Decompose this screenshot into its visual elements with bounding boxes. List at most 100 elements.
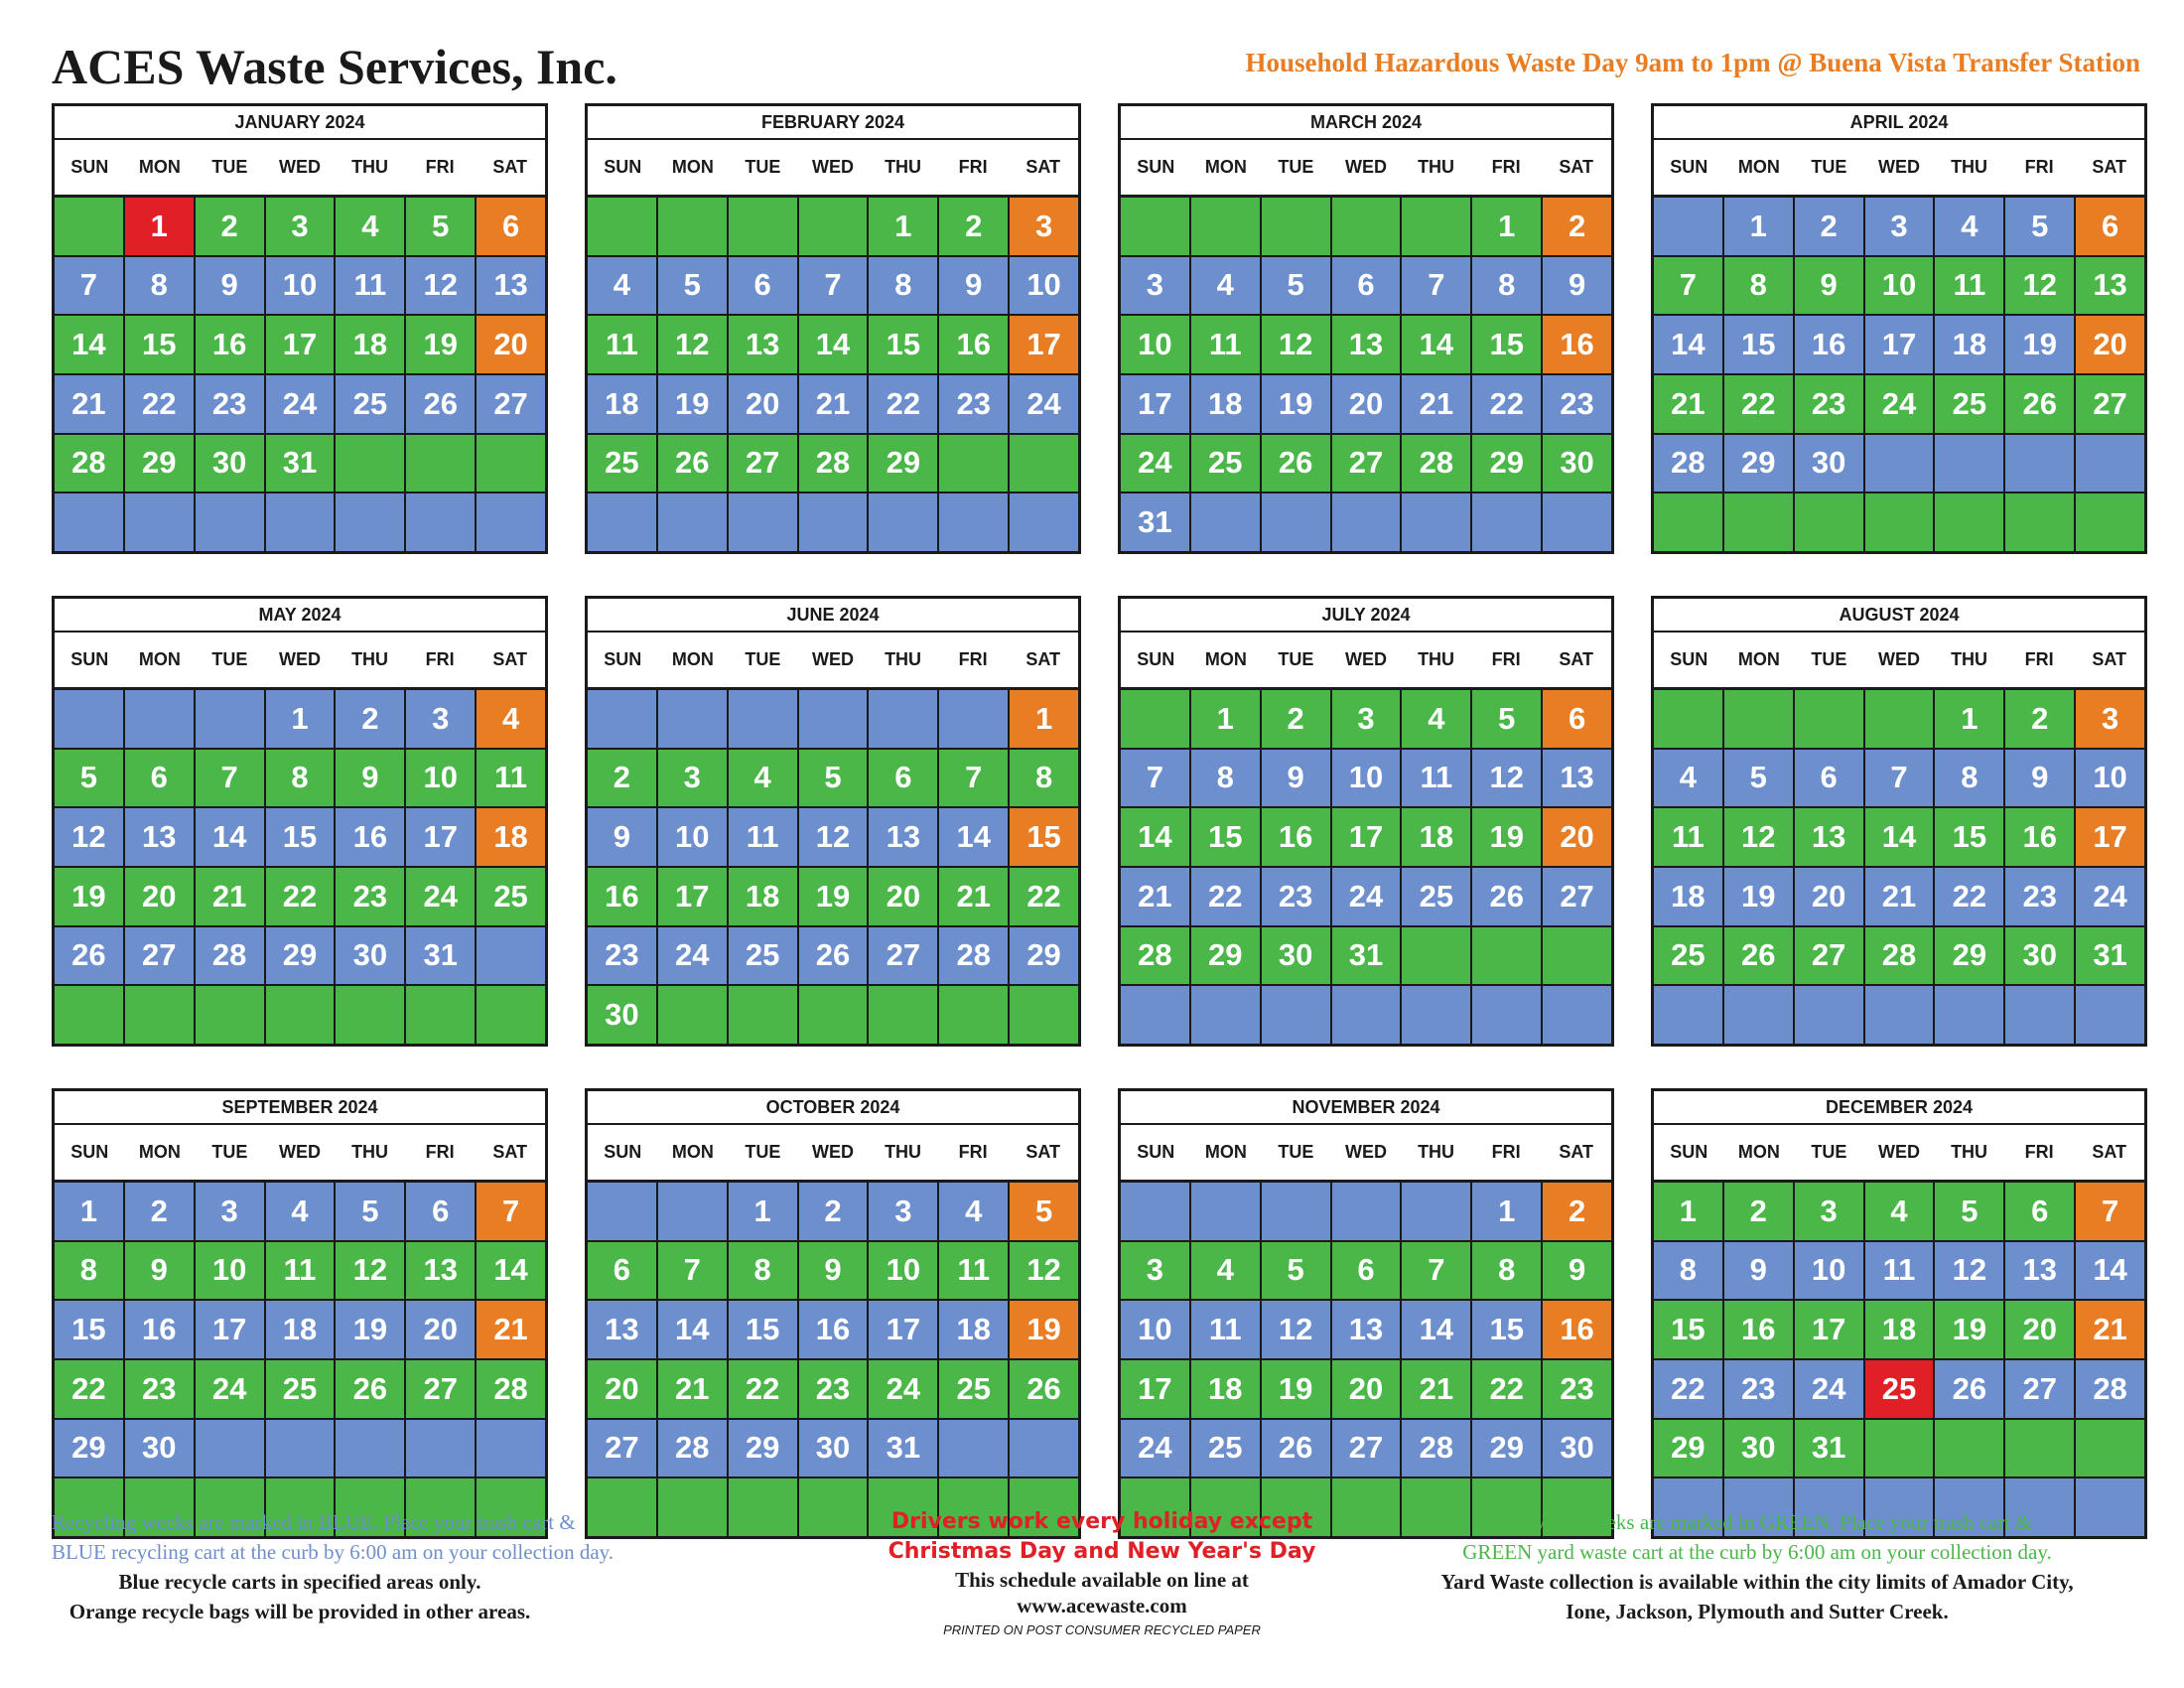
empty-day-cell [1261,493,1330,551]
recycling-note: Recycling weeks are marked in BLUE. Plac… [52,1507,614,1626]
day-cell: 14 [195,808,264,866]
empty-day-cell [1331,1183,1401,1240]
day-cell: 19 [336,1301,405,1358]
day-cell: 21 [55,375,123,433]
day-cell: 9 [588,808,656,866]
empty-day-cell [1190,493,1260,551]
day-cell: 15 [1723,316,1793,373]
day-cell: 28 [1654,434,1722,492]
weekday-label: THU [1418,1142,1455,1162]
day-cell: 19 [1472,808,1542,866]
weekday-label: SAT [1025,1142,1061,1162]
day-cell: 6 [2005,1183,2075,1240]
weekday-label: FRI [425,157,455,177]
day-cell: 7 [939,749,1009,807]
weeks-grid: 1 2 3 4 5 6 7 8 9 10 11 12 13 14 15 16 17 18 19 20 21 22 23 24 2… [55,690,545,1044]
weeks-grid: 1 2 3 4 5 6 7 8 9 10 11 12 13 14 15 16 17 18 19 20 21 22 23 24 2… [588,690,1078,1044]
day-cell: 2 [1543,1183,1611,1240]
day-cell: 28 [1402,1419,1471,1477]
empty-day-cell [1331,986,1401,1044]
day-cell: 11 [939,1241,1009,1300]
day-cell: 6 [406,1183,476,1240]
day-cell: 28 [1864,926,1934,985]
empty-day-cell [55,986,123,1044]
day-cell: 7 [1121,749,1189,807]
day-cell: 22 [124,375,194,433]
day-cell: 14 [55,316,123,373]
day-cell: 25 [1190,434,1260,492]
website-link[interactable]: www.acewaste.com [1017,1594,1187,1618]
month-title: SEPTEMBER 2024 [55,1091,545,1125]
day-cell: 23 [1261,868,1330,925]
day-cell: 13 [406,1241,476,1300]
empty-day-cell [869,1478,938,1536]
empty-day-cell [1723,986,1793,1044]
holiday-note-line: Drivers work every holiday except [890,1509,1313,1534]
empty-day-cell [2076,434,2144,492]
day-cell: 23 [798,1360,868,1418]
day-cell: 24 [1331,868,1401,925]
day-cell: 12 [1935,1241,2004,1300]
month-calendar: APRIL 2024 SUN MON TUE WED THU FRI SAT 1 2 3 4 5 6 7 8 9… [1651,103,2147,554]
day-cell: 3 [265,198,335,255]
day-cell: 5 [657,256,727,315]
weekday-label: THU [1951,157,1988,177]
weekday-label: WED [1877,157,1920,177]
day-cell: 27 [588,1419,656,1477]
weekday-label: FRI [958,157,988,177]
day-cell: 17 [1794,1301,1863,1358]
day-cell: 27 [1331,434,1401,492]
empty-day-cell [798,198,868,255]
day-cell: 24 [869,1360,938,1418]
weekday-header: SUN MON TUE WED THU FRI SAT [1121,633,1611,690]
weekday-label: WED [1344,649,1387,669]
weekday-label: SAT [1559,1142,1594,1162]
empty-day-cell [1654,198,1722,255]
empty-day-cell [1261,1183,1330,1240]
weekday-label: THU [351,157,389,177]
day-cell: 24 [265,375,335,433]
empty-day-cell [798,690,868,748]
day-cell: 9 [1543,256,1611,315]
weekday-label: FRI [1491,1142,1521,1162]
day-cell: 25 [1402,868,1471,925]
day-cell: 22 [1723,375,1793,433]
day-cell: 17 [265,316,335,373]
empty-day-cell [477,493,545,551]
day-cell: 7 [798,256,868,315]
day-cell: 18 [588,375,656,433]
empty-day-cell [55,1478,123,1536]
day-cell: 11 [477,749,545,807]
empty-day-cell [1402,198,1471,255]
day-cell: 31 [1121,493,1189,551]
day-cell: 6 [124,749,194,807]
day-cell: 3 [2076,690,2144,748]
empty-day-cell [406,986,476,1044]
day-cell: 11 [265,1241,335,1300]
weekday-label: TUE [211,157,248,177]
day-cell: 1 [1472,1183,1542,1240]
weekday-label: MON [1204,1142,1247,1162]
month-title: MARCH 2024 [1121,106,1611,140]
day-cell: 11 [1190,1301,1260,1358]
day-cell: 20 [477,316,545,373]
day-cell: 16 [588,868,656,925]
day-cell: 27 [2076,375,2144,433]
weekday-label: TUE [745,649,781,669]
day-cell: 7 [2076,1183,2144,1240]
day-cell: 26 [657,434,727,492]
empty-day-cell [477,1478,545,1536]
day-cell: 29 [1472,1419,1542,1477]
day-cell: 31 [869,1419,938,1477]
day-cell: 19 [657,375,727,433]
empty-day-cell [728,986,797,1044]
empty-day-cell [1402,1478,1471,1536]
day-cell: 21 [657,1360,727,1418]
empty-day-cell [939,1478,1009,1536]
day-cell: 27 [728,434,797,492]
weekday-label: FRI [1491,157,1521,177]
weekday-label: WED [278,649,321,669]
day-cell: 14 [1654,316,1722,373]
calendar-grid: JANUARY 2024 SUN MON TUE WED THU FRI SAT 1 2 3 4 5 6 7… [52,103,2147,1539]
empty-day-cell [1190,986,1260,1044]
